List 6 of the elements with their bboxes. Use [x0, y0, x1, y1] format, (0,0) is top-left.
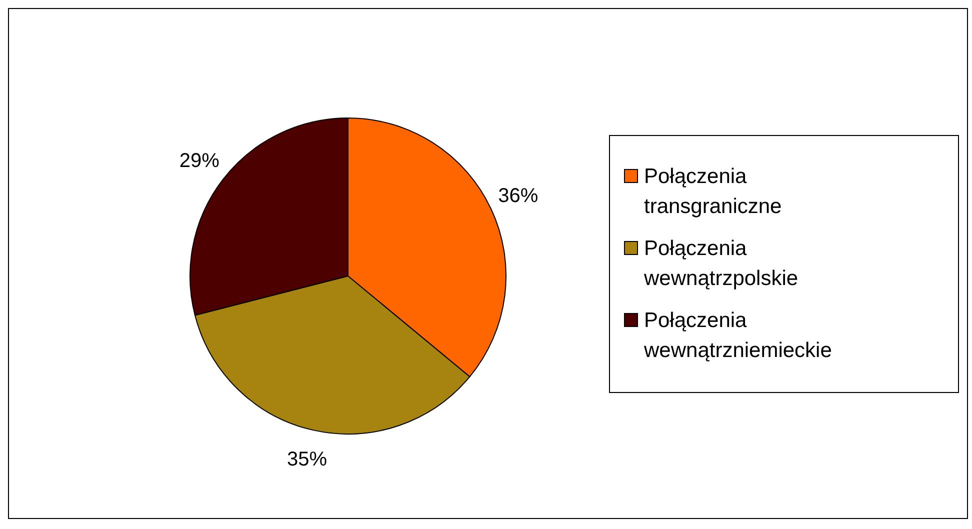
data-label: 36%	[498, 184, 538, 207]
legend-label: Połączenia wewnątrzniemieckie	[644, 308, 833, 364]
data-label: 29%	[179, 150, 220, 172]
data-label: 35%	[286, 448, 328, 470]
legend-label: Połączenia transgraniczne	[644, 164, 783, 220]
legend-label: Połączenia wewnątrzpolskie	[644, 236, 800, 292]
